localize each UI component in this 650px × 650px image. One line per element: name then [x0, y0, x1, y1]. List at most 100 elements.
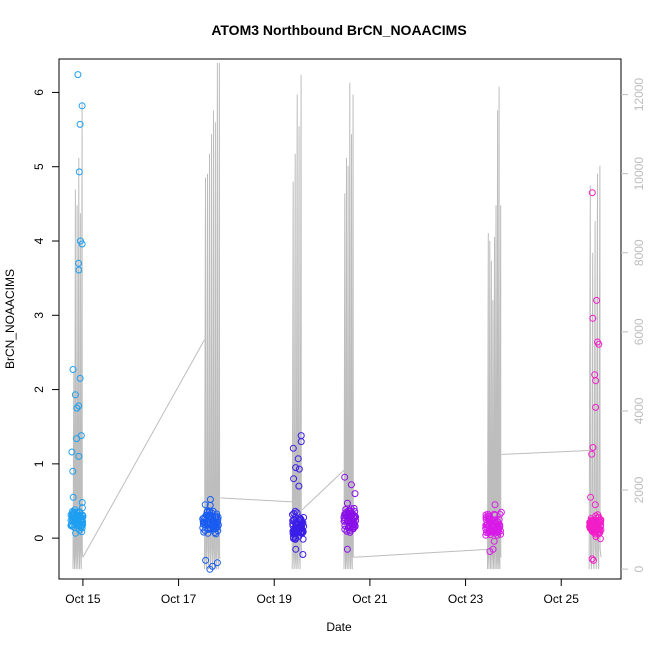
- y2-tick-label: 10000: [632, 157, 646, 191]
- data-point: [589, 527, 597, 535]
- data-point: [290, 535, 297, 542]
- data-point: [67, 511, 75, 519]
- data-point: [341, 516, 348, 524]
- data-point: [589, 314, 597, 322]
- altitude-trace: [72, 62, 602, 570]
- data-point: [482, 521, 490, 529]
- data-point: [210, 521, 218, 529]
- x-tick-label: Oct 23: [448, 592, 484, 606]
- data-point: [208, 509, 215, 517]
- data-point: [213, 559, 221, 567]
- data-point: [589, 444, 597, 451]
- data-point: [294, 455, 302, 463]
- data-point: [76, 374, 84, 382]
- data-point: [482, 531, 490, 539]
- y-tick-label: 1: [32, 460, 46, 467]
- data-point: [592, 377, 600, 385]
- data-point: [79, 512, 87, 520]
- data-point: [596, 535, 604, 543]
- data-point: [592, 512, 600, 520]
- y2-tick-label: 0: [632, 565, 646, 572]
- data-point: [73, 435, 81, 443]
- data-point: [74, 71, 82, 79]
- data-point: [588, 555, 596, 563]
- y-tick-label: 4: [32, 237, 46, 244]
- altitude-line-segment: [588, 165, 602, 570]
- altitude-connector: [220, 497, 293, 503]
- data-point: [76, 120, 84, 128]
- data-point: [75, 259, 82, 267]
- data-point: [591, 501, 599, 509]
- y-axis-label: BrCN_NOAACIMS: [3, 269, 17, 369]
- data-point: [592, 403, 600, 411]
- data-point: [206, 565, 214, 573]
- data-point: [69, 467, 77, 475]
- y2-axis: 0 2000 4000 6000 8000 10000 12000: [621, 78, 646, 572]
- data-point: [299, 551, 307, 558]
- altitude-line-segment: [487, 86, 502, 570]
- data-point: [343, 545, 351, 553]
- data-point: [351, 512, 359, 520]
- plot-frame: [58, 58, 622, 580]
- data-point: [213, 510, 221, 518]
- data-point: [298, 517, 306, 525]
- data-point: [297, 438, 305, 446]
- data-point: [289, 517, 297, 525]
- data-point: [593, 296, 601, 304]
- data-point: [212, 530, 220, 538]
- y-tick-label: 6: [32, 89, 46, 96]
- data-point: [341, 510, 349, 518]
- data-point: [594, 523, 602, 531]
- data-point: [199, 515, 207, 523]
- data-point: [494, 528, 502, 535]
- data-point: [496, 510, 504, 518]
- data-point: [75, 168, 83, 176]
- data-point: [295, 482, 303, 490]
- data-point: [78, 240, 86, 248]
- altitude-connector: [501, 449, 590, 455]
- data-point: [587, 493, 595, 501]
- data-point: [346, 522, 354, 530]
- altitude-line-segment: [72, 102, 84, 570]
- data-point: [497, 508, 505, 516]
- data-point: [486, 512, 494, 520]
- data-point: [78, 499, 86, 506]
- altitude-connector: [301, 469, 345, 511]
- data-point: [73, 404, 81, 412]
- data-point: [214, 518, 222, 526]
- altitude-connector: [353, 548, 488, 558]
- data-point: [75, 402, 83, 410]
- y2-tick-label: 6000: [632, 318, 646, 345]
- data-point: [589, 556, 597, 564]
- data-point: [347, 518, 355, 526]
- data-point: [78, 504, 86, 512]
- data-point: [490, 537, 498, 545]
- data-point: [300, 514, 308, 521]
- data-point: [341, 473, 349, 481]
- y-tick-label: 0: [32, 534, 46, 541]
- data-point: [588, 189, 596, 197]
- altitude-line-segment: [343, 82, 355, 570]
- x-tick-label: Oct 21: [352, 592, 388, 606]
- data-point: [78, 102, 86, 110]
- data-point: [69, 493, 77, 501]
- data-points: [67, 71, 605, 573]
- data-point: [295, 465, 303, 473]
- data-point: [290, 475, 298, 483]
- y2-tick-label: 8000: [632, 239, 646, 266]
- data-point: [214, 521, 222, 529]
- data-point: [75, 452, 83, 460]
- y2-tick-label: 4000: [632, 397, 646, 424]
- x-tick-label: Oct 15: [65, 592, 101, 606]
- y2-tick-label: 2000: [632, 476, 646, 503]
- data-point: [347, 505, 355, 513]
- y-tick-label: 3: [32, 312, 46, 319]
- data-point: [487, 531, 494, 539]
- data-point: [292, 464, 300, 472]
- altitude-line-segment: [204, 62, 221, 570]
- data-point: [299, 527, 307, 535]
- y-tick-label: 2: [32, 386, 46, 393]
- data-point: [71, 391, 79, 399]
- data-point: [493, 526, 501, 534]
